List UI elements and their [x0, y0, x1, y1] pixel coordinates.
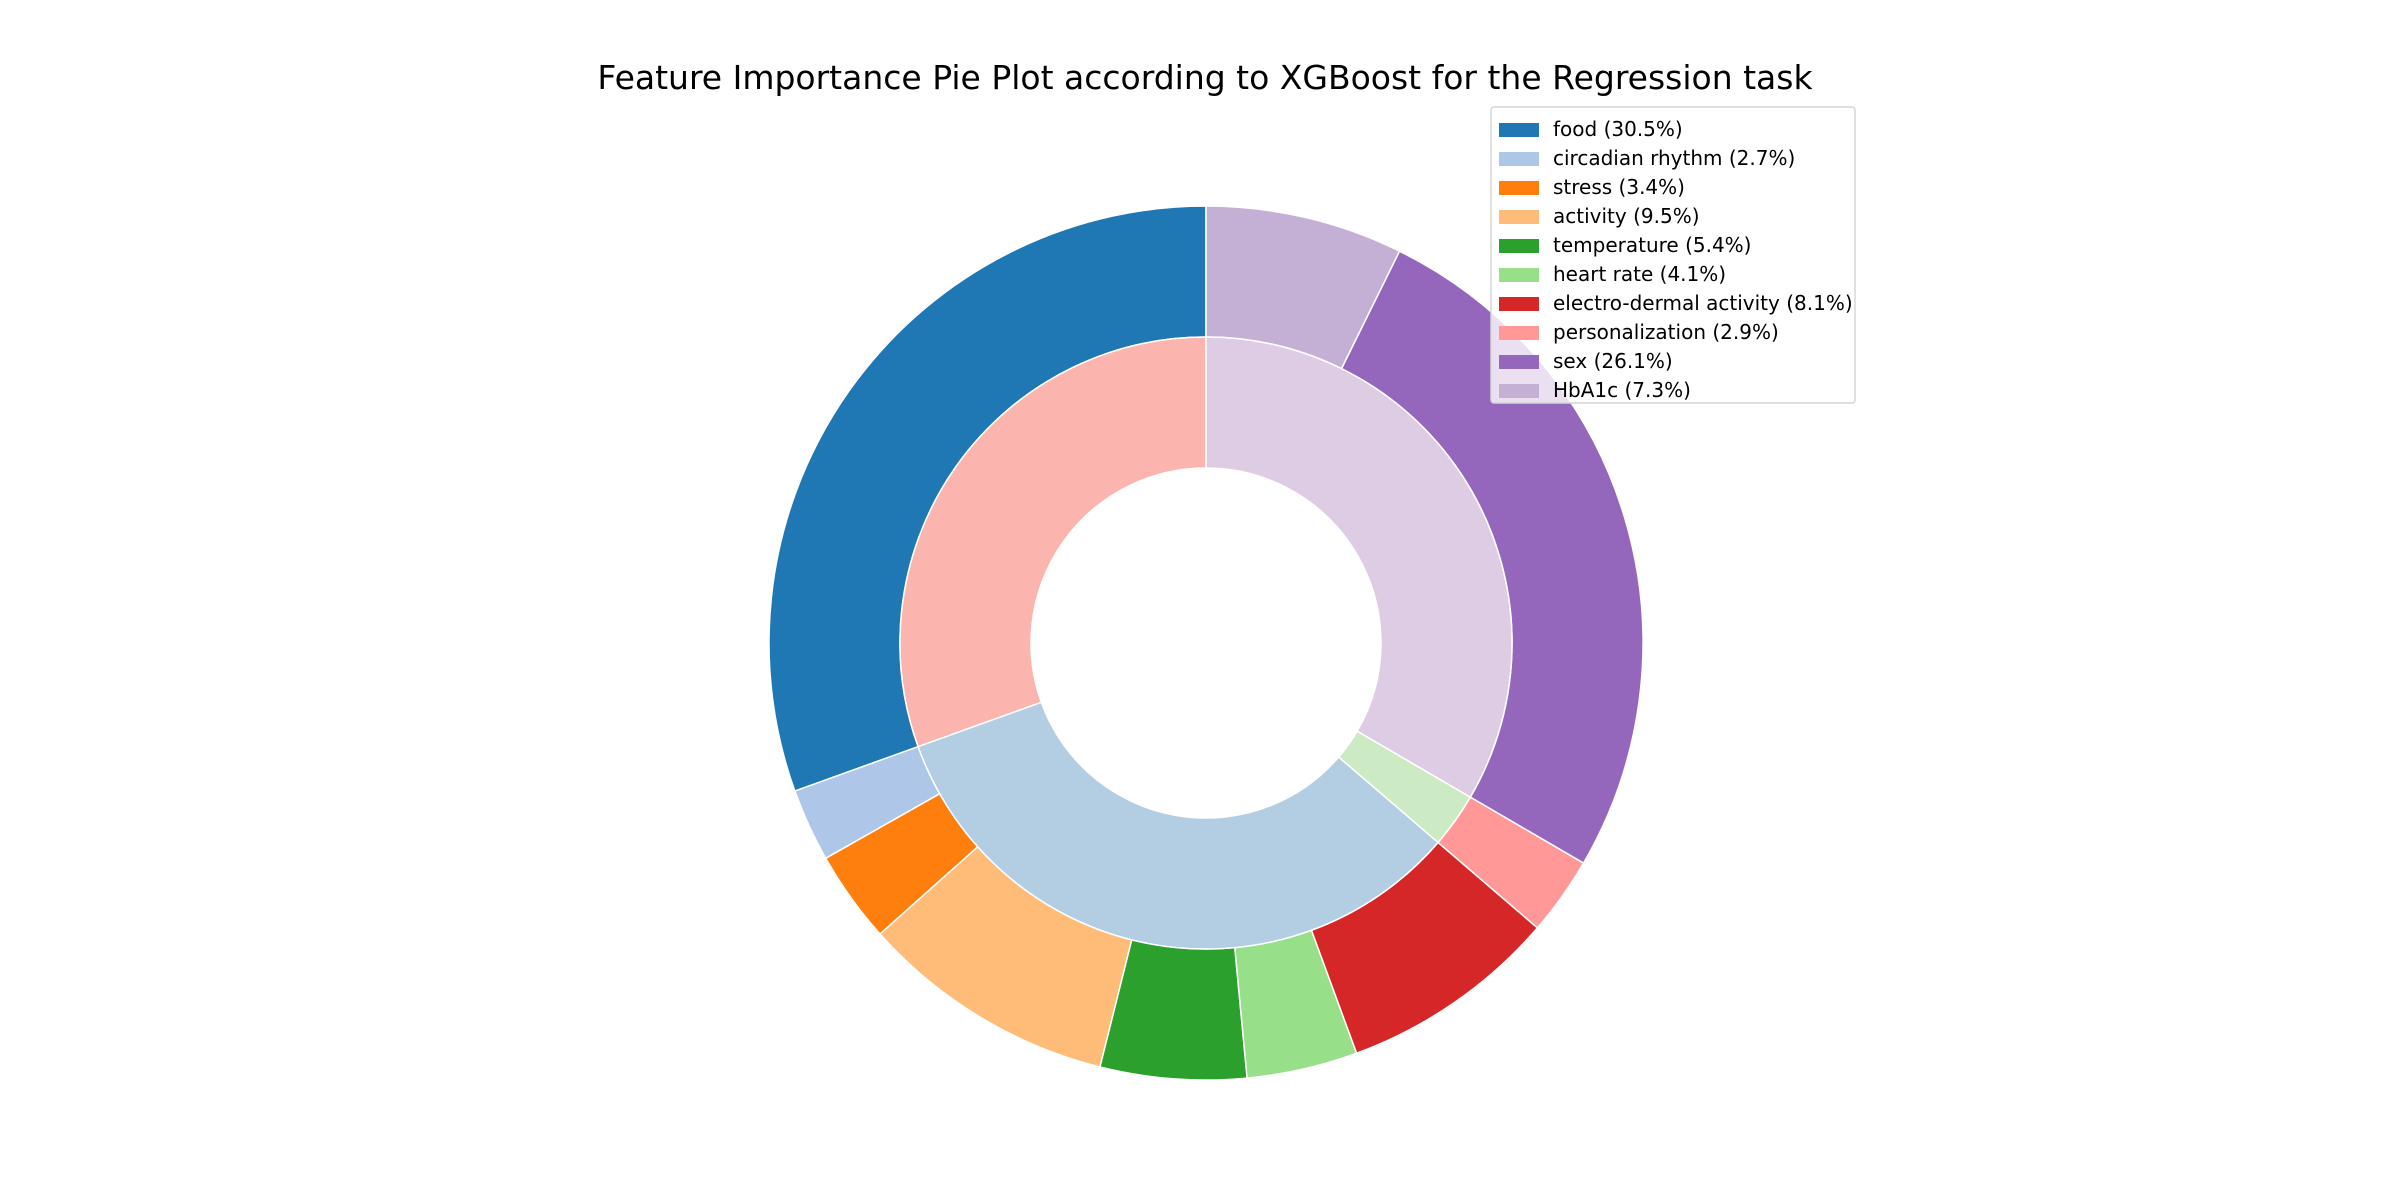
legend-frame: [1490, 106, 1856, 404]
chart-title: Feature Importance Pie Plot according to…: [597, 58, 1813, 97]
legend-swatch-9: [1499, 384, 1539, 398]
legend-label-8: sex (26.1%): [1553, 349, 1673, 373]
legend-label-4: temperature (5.4%): [1553, 233, 1752, 257]
legend-label-0: food (30.5%): [1553, 117, 1683, 141]
legend-swatch-7: [1499, 326, 1539, 340]
inner-slice-0: [899, 336, 1207, 748]
legend-swatch-2: [1499, 181, 1539, 195]
legend-label-9: HbA1c (7.3%): [1553, 378, 1691, 402]
legend-swatch-3: [1499, 210, 1539, 224]
outer-ring: [768, 205, 1644, 1081]
legend-label-3: activity (9.5%): [1553, 204, 1700, 228]
legend-swatch-0: [1499, 123, 1539, 137]
legend-label-2: stress (3.4%): [1553, 175, 1685, 199]
inner-slice-1: [917, 701, 1440, 950]
legend-label-5: heart rate (4.1%): [1553, 262, 1726, 286]
legend-swatch-4: [1499, 239, 1539, 253]
inner-ring: [899, 336, 1513, 950]
legend-label-7: personalization (2.9%): [1553, 320, 1779, 344]
legend-swatch-6: [1499, 297, 1539, 311]
legend-swatch-8: [1499, 355, 1539, 369]
legend-label-6: electro-dermal activity (8.1%): [1553, 291, 1853, 315]
legend-swatch-5: [1499, 268, 1539, 282]
legend-swatch-1: [1499, 152, 1539, 166]
inner-slice-3: [1205, 336, 1513, 799]
legend-label-1: circadian rhythm (2.7%): [1553, 146, 1795, 170]
legend: food (30.5%) circadian rhythm (2.7%) stres…: [1490, 106, 1856, 404]
